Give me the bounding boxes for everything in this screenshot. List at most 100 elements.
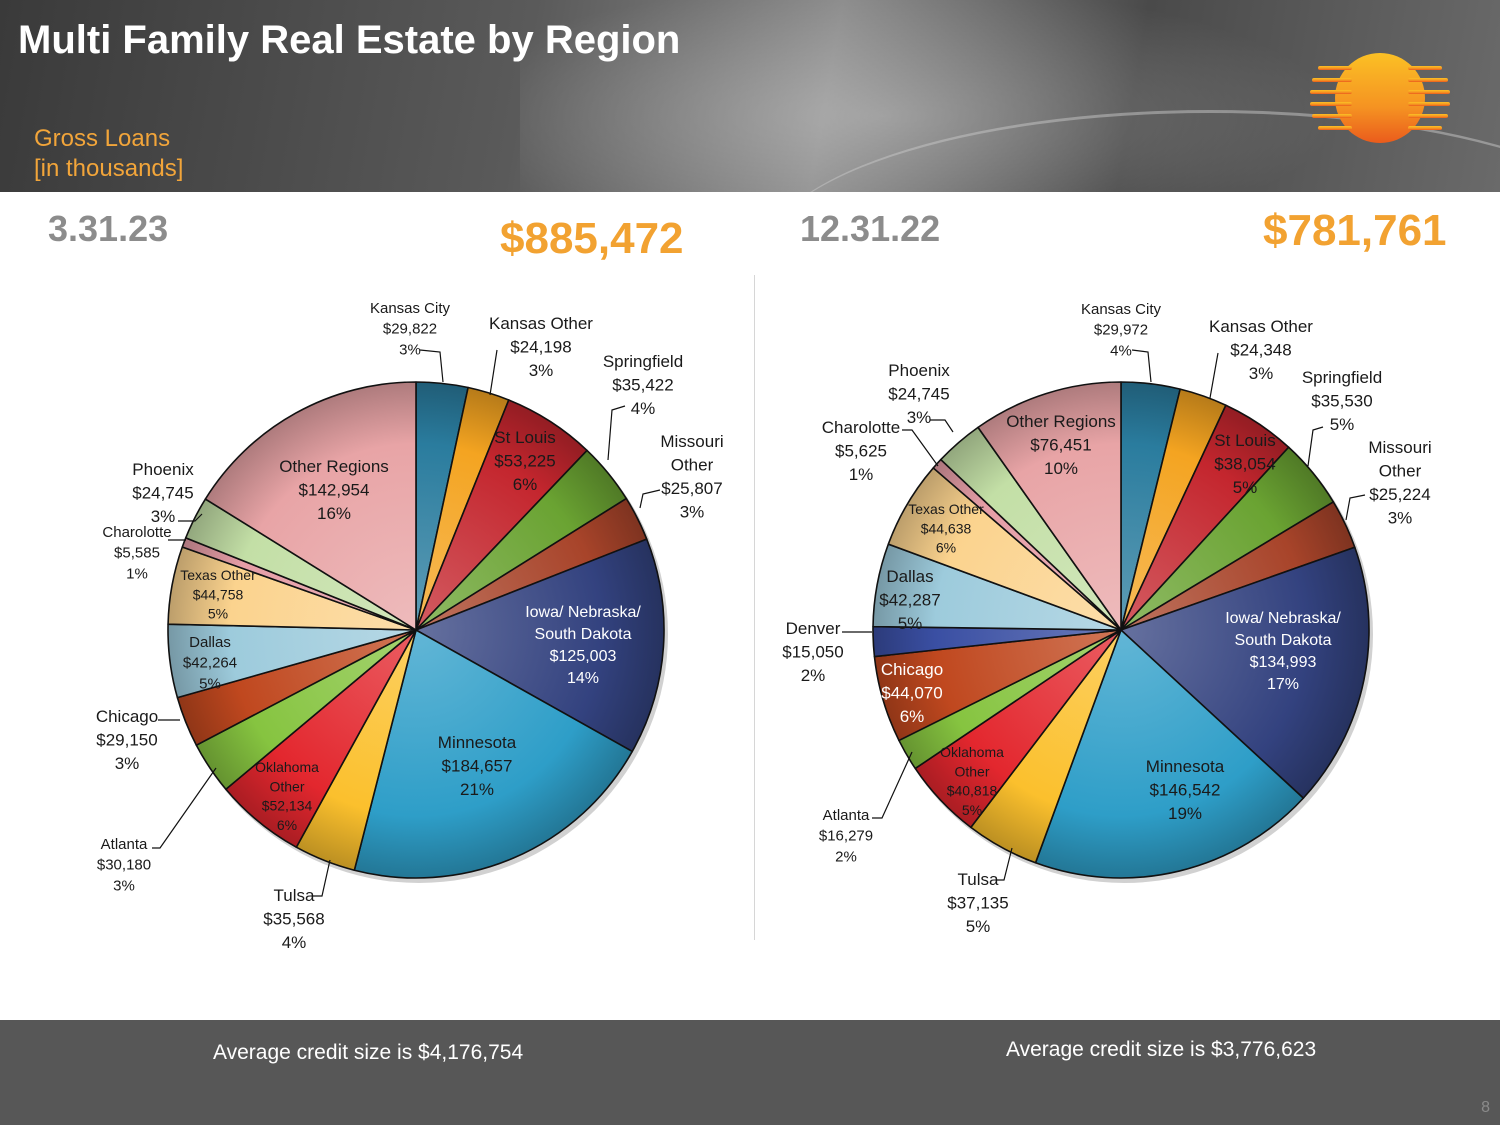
slice-percent: 6% (277, 817, 297, 833)
subtitle-line-1: Gross Loans (34, 125, 171, 152)
slice-label-phoenix: Phoenix $24,745 3% (132, 460, 203, 526)
slice-name: Springfield (1302, 368, 1382, 387)
slice-name: Iowa/ Nebraska/ (1225, 610, 1341, 627)
slice-label-other-regions: Other Regions $76,451 10% (1006, 412, 1116, 478)
pie-chart-12-31-22: Kansas City $29,972 4% Kansas Other $24,348 3… (782, 301, 1431, 936)
slice-value: $25,807 (661, 479, 722, 498)
leader-line-springfield (1307, 426, 1324, 467)
slice-name: Charolotte (102, 524, 171, 541)
slice-label-kansas-other: Kansas Other $24,198 3% (489, 314, 593, 396)
slice-name: Denver (786, 619, 841, 638)
leader-line-kansas-other (489, 349, 498, 396)
slice-name: Kansas City (370, 300, 451, 317)
slice-percent: 6% (900, 707, 925, 726)
leader-line-charolotte (902, 429, 939, 467)
slice-label-charolotte: Charolotte $5,625 1% (822, 418, 939, 484)
slice-label-oklahoma-other: Oklahoma Other $40,818 5% (940, 744, 1004, 818)
slice-label-minnesota: Minnesota $184,657 21% (438, 733, 517, 799)
slice-value: $184,657 (442, 756, 513, 775)
slice-percent: 10% (1044, 459, 1078, 478)
slice-percent: 3% (399, 341, 421, 358)
slice-label-other-regions: Other Regions $142,954 16% (279, 457, 389, 523)
slice-percent: 4% (631, 399, 656, 418)
slice-label-dallas: Dallas $42,287 5% (879, 567, 940, 633)
slice-label-springfield: Springfield $35,530 5% (1302, 368, 1382, 467)
page-title: Multi Family Real Estate by Region (18, 18, 681, 62)
slice-label-tulsa: Tulsa $35,568 4% (263, 859, 331, 952)
slice-label-chicago: Chicago $29,150 3% (96, 707, 180, 773)
slice-percent: 3% (1249, 364, 1274, 383)
left-total: $885,472 (500, 214, 684, 263)
slice-name: Other (671, 455, 714, 474)
footer-bar: Average credit size is $4,176,754 Averag… (0, 1020, 1500, 1125)
slice-name: Iowa/ Nebraska/ (525, 604, 641, 621)
slice-name: Phoenix (888, 361, 950, 380)
slice-percent: 5% (962, 802, 982, 818)
leader-line-kansas-city (1131, 349, 1152, 383)
slice-value: $44,070 (881, 683, 942, 702)
leader-line-missouri-other (1345, 494, 1366, 521)
slice-label-iowa-nebraska-south-dakota: Iowa/ Nebraska/South Dakota $125,003 14% (525, 604, 641, 687)
slice-percent: 16% (317, 504, 351, 523)
pie-slice-minnesota (1034, 629, 1305, 879)
slice-percent: 3% (115, 754, 140, 773)
pie-slice-minnesota (353, 629, 634, 879)
sun-logo-icon (1310, 53, 1450, 143)
leader-line-atlanta (872, 751, 913, 819)
pie-charts: Kansas City $29,822 3% Kansas Other $24,198 3… (96, 300, 1432, 952)
slice-percent: 3% (907, 408, 932, 427)
slice-value: $42,287 (879, 590, 940, 609)
page-number: 8 (1481, 1099, 1490, 1116)
slice-label-kansas-city: Kansas City $29,822 3% (370, 300, 451, 383)
slice-percent: 5% (898, 614, 923, 633)
slice-value: $35,568 (263, 909, 324, 928)
pie-slice-other-regions (204, 381, 417, 631)
slice-value: $29,972 (1094, 322, 1148, 339)
pie-chart-3-31-23: Kansas City $29,822 3% Kansas Other $24,198 3… (96, 300, 724, 952)
slice-value: $29,822 (383, 321, 437, 338)
slice-label-missouri-other: Missouri Other $25,807 3% (639, 432, 724, 521)
slice-label-atlanta: Atlanta $16,279 2% (819, 751, 913, 865)
slice-percent: 3% (1388, 508, 1413, 527)
slice-percent: 6% (936, 540, 956, 556)
slice-name: South Dakota (535, 626, 632, 643)
slice-percent: 1% (849, 465, 874, 484)
slice-value: $24,198 (510, 337, 571, 356)
slice-name: Dallas (189, 634, 231, 651)
slice-name: Texas Other (180, 567, 256, 583)
header-banner: Multi Family Real Estate by Region Gross… (0, 0, 1500, 192)
slice-value: $16,279 (819, 828, 873, 845)
slice-name: Springfield (603, 352, 683, 371)
slice-name: Minnesota (1146, 757, 1225, 776)
slice-name: Other (269, 778, 304, 794)
slice-label-springfield: Springfield $35,422 4% (603, 352, 683, 461)
slice-name: Atlanta (823, 807, 870, 824)
slice-percent: 5% (966, 917, 991, 936)
slice-name: Charolotte (822, 418, 900, 437)
slice-value: $37,135 (947, 893, 1008, 912)
slice-percent: 1% (126, 565, 148, 582)
subtitle-line-2: [in thousands] (34, 155, 184, 182)
slice-value: $52,134 (262, 798, 313, 814)
charts-layer: Kansas City $29,822 3% Kansas Other $24,198 3… (96, 300, 1432, 952)
slice-label-denver: Denver $15,050 2% (782, 619, 872, 685)
slice-label-phoenix: Phoenix $24,745 3% (888, 361, 954, 433)
pie-slice-other-regions (977, 381, 1122, 631)
slice-percent: 6% (513, 475, 538, 494)
slice-label-st-louis: St Louis $38,054 5% (1214, 431, 1275, 497)
slice-name: Other (954, 763, 989, 779)
slice-label-oklahoma-other: Oklahoma Other $52,134 6% (255, 759, 319, 833)
slice-name: Atlanta (101, 836, 148, 853)
slice-percent: 17% (1267, 676, 1299, 693)
slice-value: $142,954 (299, 480, 370, 499)
slice-value: $25,224 (1369, 485, 1430, 504)
slice-value: $53,225 (494, 451, 555, 470)
slice-percent: 14% (567, 670, 599, 687)
slice-label-kansas-city: Kansas City $29,972 4% (1081, 301, 1162, 383)
slice-name: Minnesota (438, 733, 517, 752)
slice-label-missouri-other: Missouri Other $25,224 3% (1345, 438, 1432, 527)
leader-line-kansas-city (419, 349, 444, 383)
slice-label-texas-other: Texas Other $44,638 6% (908, 501, 984, 556)
right-total: $781,761 (1263, 206, 1447, 255)
slice-label-kansas-other: Kansas Other $24,348 3% (1209, 317, 1313, 399)
